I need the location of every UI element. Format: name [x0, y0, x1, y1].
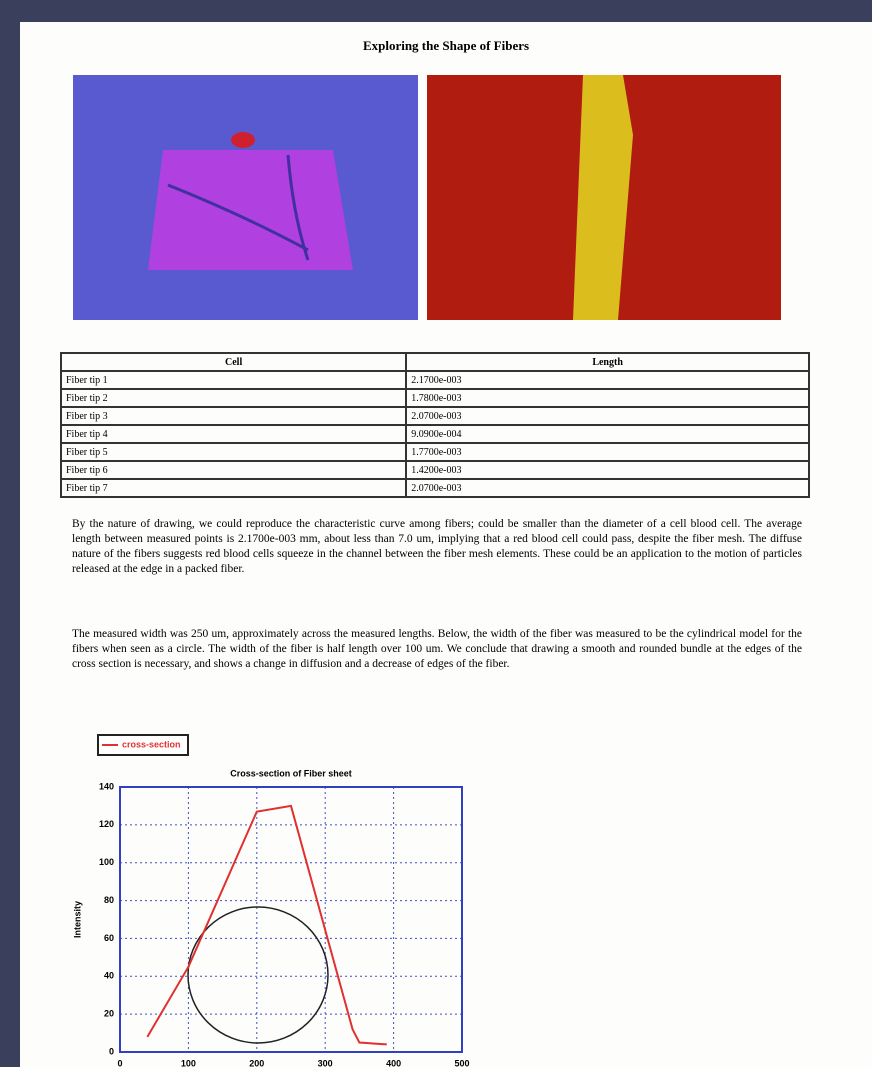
y-tick-label: 60 [104, 933, 114, 943]
table-cell: Fiber tip 4 [61, 425, 406, 443]
x-tick-label: 500 [454, 1058, 469, 1067]
table-cell: 1.7700e-003 [406, 443, 809, 461]
x-tick-label: 400 [386, 1058, 401, 1067]
table-cell: 1.4200e-003 [406, 461, 809, 479]
x-tick-label: 0 [117, 1058, 122, 1067]
table-cell: 1.7800e-003 [406, 389, 809, 407]
data-line [147, 806, 386, 1045]
table-header: Cell [61, 353, 406, 371]
y-tick-label: 0 [109, 1046, 114, 1056]
x-tick-label: 100 [181, 1058, 196, 1067]
y-tick-label: 40 [104, 971, 114, 981]
table-cell: Fiber tip 3 [61, 407, 406, 425]
y-tick-label: 20 [104, 1009, 114, 1019]
table-cell: Fiber tip 1 [61, 371, 406, 389]
x-tick-label: 200 [249, 1058, 264, 1067]
y-tick-label: 80 [104, 895, 114, 905]
image-shape [148, 150, 353, 270]
table-cell: 2.1700e-003 [406, 371, 809, 389]
figure-images [73, 75, 783, 323]
table-cell: 2.0700e-003 [406, 407, 809, 425]
y-tick-label: 100 [99, 857, 114, 867]
table-cell: 2.0700e-003 [406, 479, 809, 497]
chart-title: Cross-section of Fiber sheet [230, 768, 352, 778]
y-tick-label: 140 [99, 781, 114, 791]
table-header: Length [406, 353, 809, 371]
y-tick-label: 120 [99, 819, 114, 829]
cross-section-circle [188, 907, 328, 1043]
plot-frame [120, 787, 462, 1052]
image-shape [231, 132, 255, 148]
document-page: Exploring the Shape of Fibers Cell Lengt… [20, 22, 872, 1067]
title: Exploring the Shape of Fibers [20, 38, 872, 54]
table-cell: Fiber tip 6 [61, 461, 406, 479]
chart: cross-section Cross-section of Fiber shee… [60, 707, 480, 1067]
legend-label: cross-section [122, 739, 181, 749]
table-cell: Fiber tip 7 [61, 479, 406, 497]
table-cell: Fiber tip 2 [61, 389, 406, 407]
paragraph: By the nature of drawing, we could repro… [72, 517, 802, 577]
paragraph: The measured width was 250 um, approxima… [72, 627, 802, 672]
table-cell: 9.0900e-004 [406, 425, 809, 443]
x-tick-label: 300 [318, 1058, 333, 1067]
y-axis-label: Intensity [72, 901, 82, 938]
screen: Exploring the Shape of Fibers Cell Lengt… [0, 0, 872, 1067]
table-cell: Fiber tip 5 [61, 443, 406, 461]
